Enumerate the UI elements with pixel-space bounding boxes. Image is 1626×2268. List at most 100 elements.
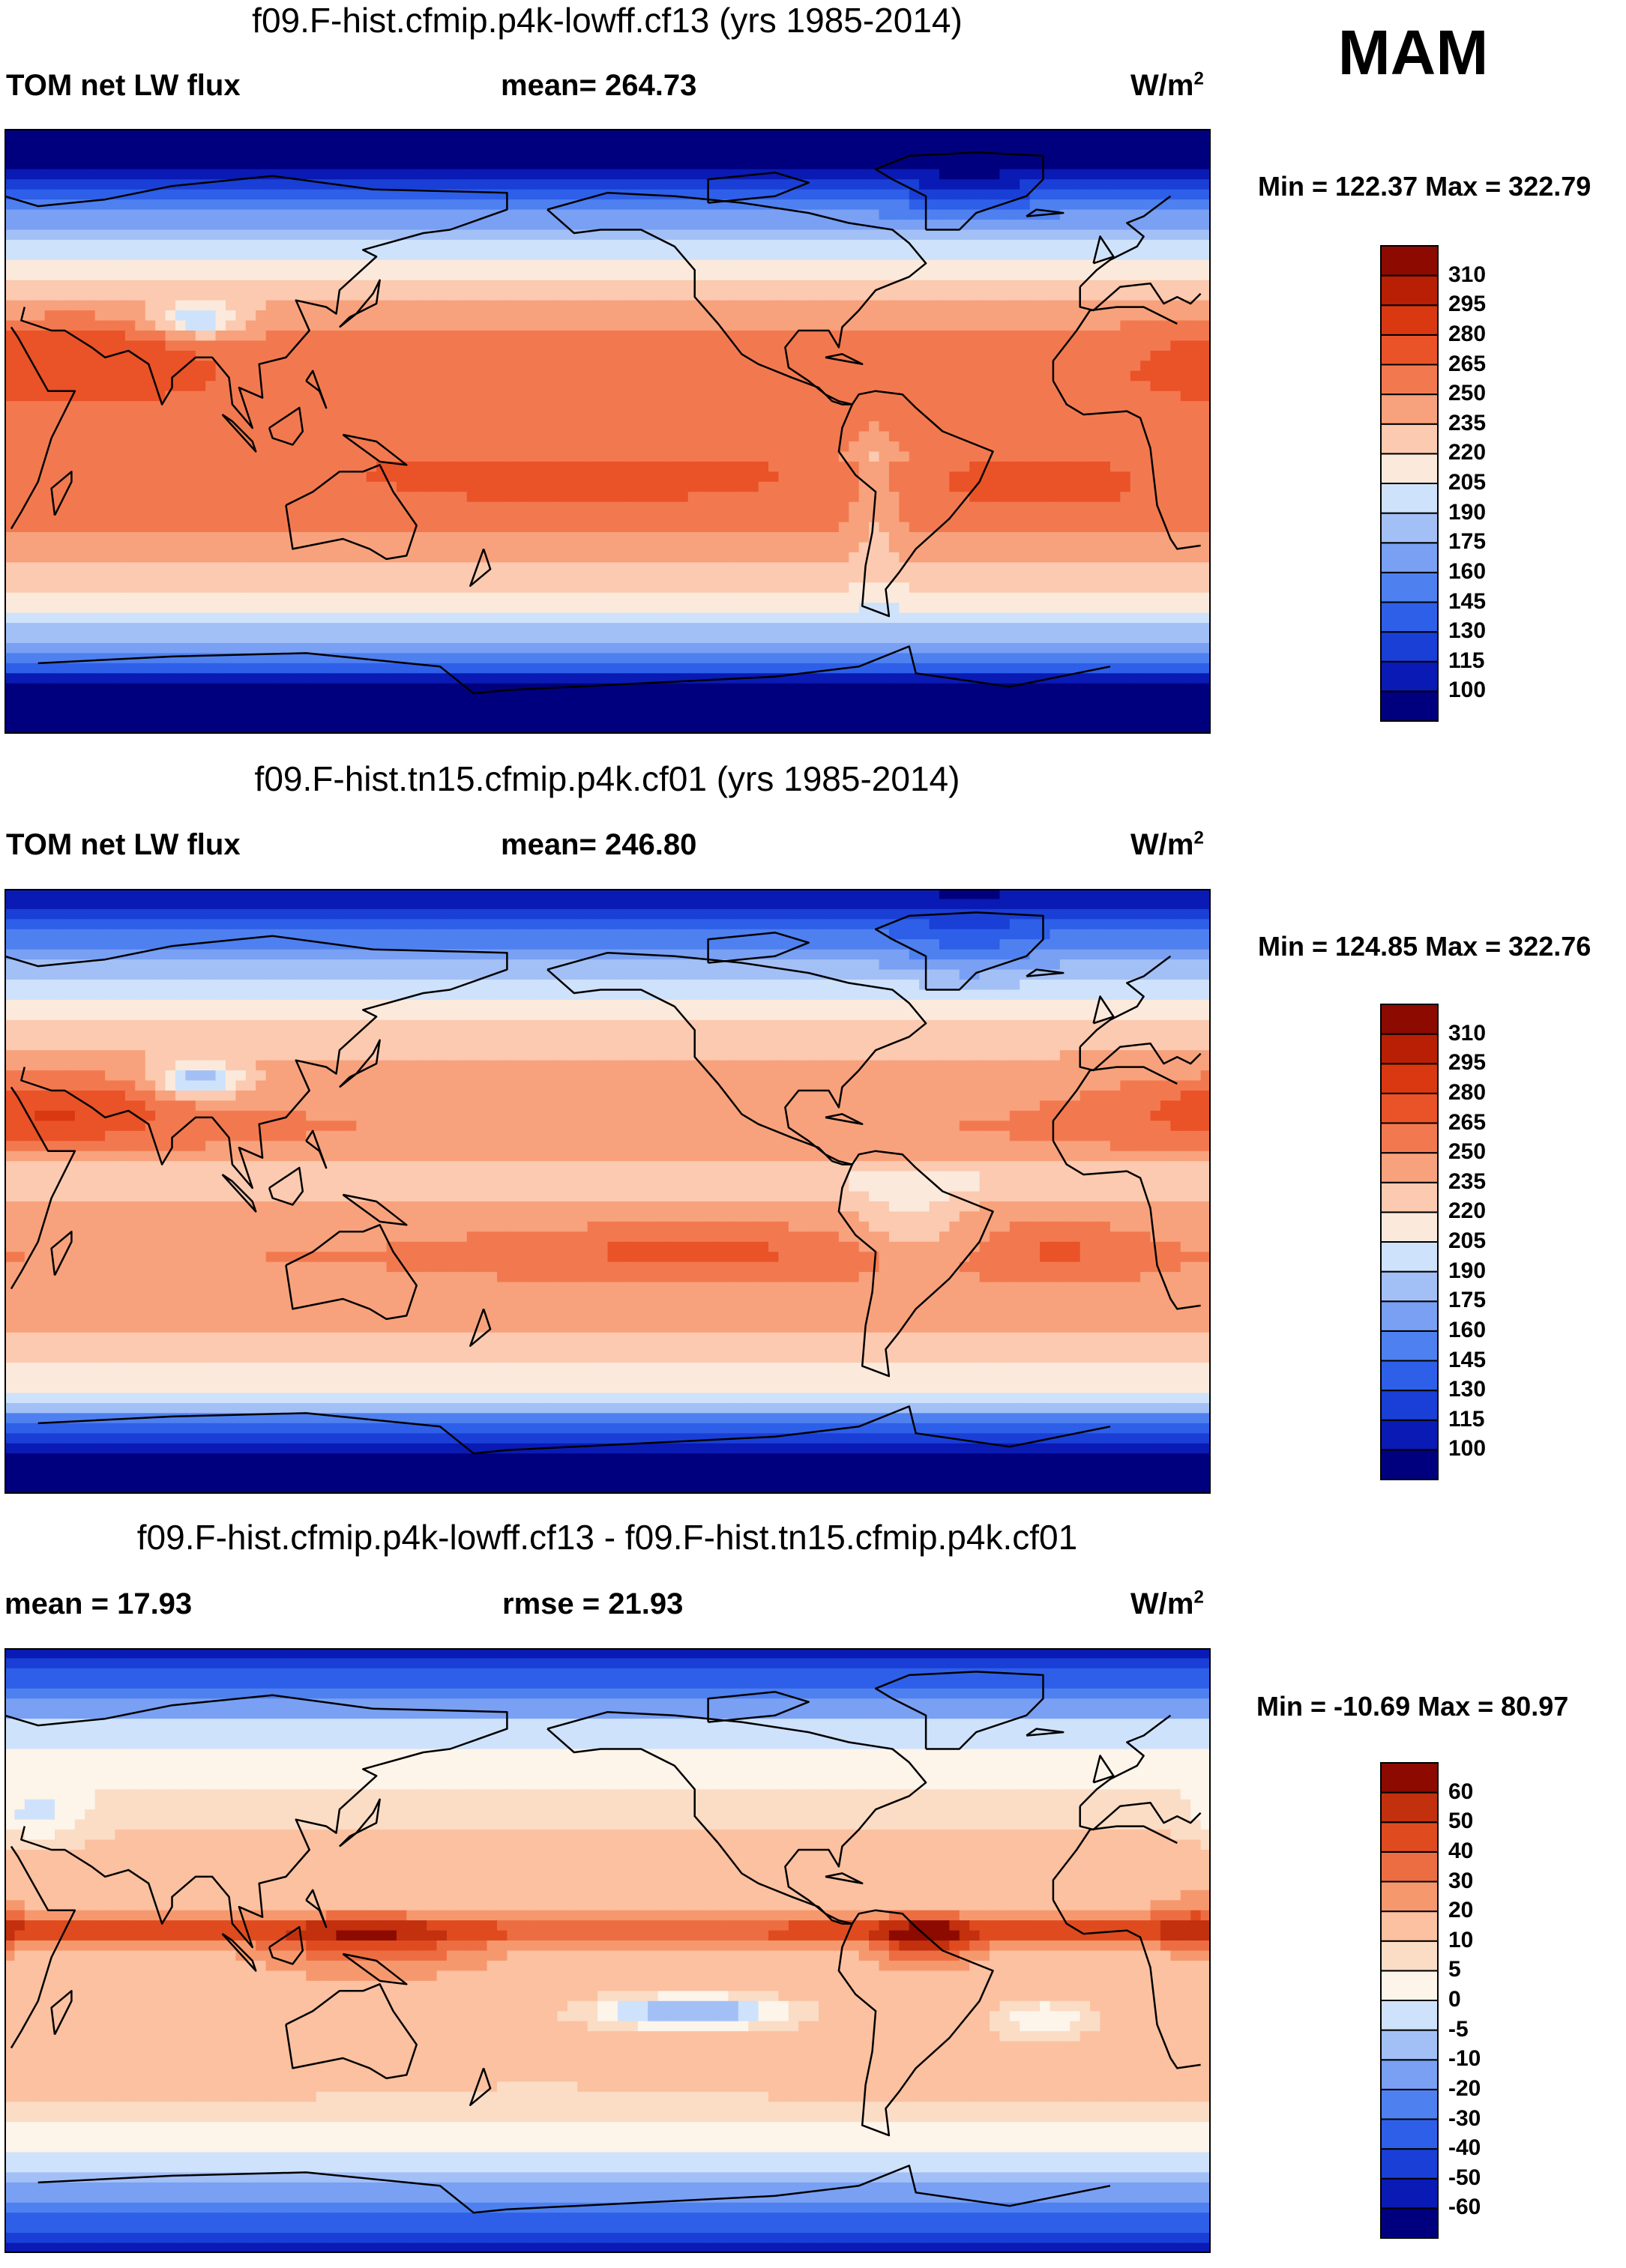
colorbar-1-tick: 250 bbox=[1448, 381, 1486, 406]
colorbar-3-tick: -30 bbox=[1448, 2106, 1481, 2132]
colorbar-3-box-13 bbox=[1380, 1821, 1439, 1853]
colorbar-1-tick: 205 bbox=[1448, 470, 1486, 495]
colorbar-3-tick: 40 bbox=[1448, 1839, 1473, 1864]
panel-1-units: W/m2 bbox=[1130, 69, 1204, 103]
colorbar-3-tick: 5 bbox=[1448, 1957, 1461, 1982]
panel-2-units: W/m2 bbox=[1130, 828, 1204, 862]
colorbar-2-box-0 bbox=[1380, 1449, 1439, 1480]
colorbar-1-tick: 235 bbox=[1448, 411, 1486, 436]
colorbar-2-tick: 100 bbox=[1448, 1436, 1486, 1462]
panel-2-map bbox=[4, 889, 1211, 1494]
colorbar-1-box-6 bbox=[1380, 512, 1439, 544]
colorbar-3-box-7 bbox=[1380, 2000, 1439, 2031]
colorbar-1-box-5 bbox=[1380, 542, 1439, 573]
colorbar-3-tick: 20 bbox=[1448, 1898, 1473, 1923]
colorbar-1-tick: 310 bbox=[1448, 262, 1486, 288]
map-1-field bbox=[4, 129, 1211, 734]
colorbar-3-tick: -60 bbox=[1448, 2195, 1481, 2220]
colorbar-1-tick: 295 bbox=[1448, 292, 1486, 317]
colorbar-2-box-11 bbox=[1380, 1122, 1439, 1154]
map-1-coastlines bbox=[4, 151, 1202, 695]
panel-3-title: f09.F-hist.cfmip.p4k-lowff.cf13 - f09.F-… bbox=[0, 1517, 1214, 1557]
colorbar-1-tick: 220 bbox=[1448, 440, 1486, 465]
colorbar-3-tick: -50 bbox=[1448, 2165, 1481, 2191]
colorbar-2-tick: 280 bbox=[1448, 1080, 1486, 1106]
colorbar-2-box-2 bbox=[1380, 1390, 1439, 1421]
colorbar-1-box-0 bbox=[1380, 690, 1439, 722]
colorbar-3-tick: 10 bbox=[1448, 1928, 1473, 1953]
map-1-frame bbox=[4, 129, 1211, 734]
colorbar-1-box-12 bbox=[1380, 334, 1439, 366]
colorbar-1-box-15 bbox=[1380, 245, 1439, 277]
colorbar-3-box-12 bbox=[1380, 1851, 1439, 1883]
colorbar-1-tick: 175 bbox=[1448, 529, 1486, 555]
colorbar-3-tick: -5 bbox=[1448, 2017, 1469, 2042]
colorbar-2-tick: 250 bbox=[1448, 1139, 1486, 1165]
colorbar-3-box-0 bbox=[1380, 2207, 1439, 2239]
colorbar-2-box-3 bbox=[1380, 1360, 1439, 1392]
colorbar-2-tick: 115 bbox=[1448, 1407, 1484, 1432]
panel-2-minmax: Min = 124.85 Max = 322.76 bbox=[1258, 931, 1591, 962]
colorbar-3-box-9 bbox=[1380, 1940, 1439, 1972]
colorbar-2-tick: 190 bbox=[1448, 1258, 1486, 1284]
colorbar-3-tick: 60 bbox=[1448, 1779, 1473, 1805]
colorbar-2-box-7 bbox=[1380, 1241, 1439, 1273]
colorbar-2-box-6 bbox=[1380, 1270, 1439, 1303]
colorbar-2-tick: 130 bbox=[1448, 1377, 1486, 1402]
colorbar-1-tick: 190 bbox=[1448, 500, 1486, 525]
colorbar-2-tick: 295 bbox=[1448, 1050, 1486, 1076]
panel-3-units: W/m2 bbox=[1130, 1587, 1204, 1621]
colorbar-2-box-4 bbox=[1380, 1330, 1439, 1362]
colorbar-2-box-5 bbox=[1380, 1300, 1439, 1332]
colorbar-3-tick: 0 bbox=[1448, 1987, 1461, 2012]
colorbar-3-tick: -20 bbox=[1448, 2076, 1481, 2102]
panel-1-variable-label: TOM net LW flux bbox=[6, 69, 241, 103]
colorbar-2-tick: 205 bbox=[1448, 1228, 1486, 1254]
map-2-field bbox=[4, 889, 1211, 1494]
map-3-frame bbox=[4, 1648, 1211, 2253]
colorbar-2-box-13 bbox=[1380, 1063, 1439, 1094]
colorbar-1-box-2 bbox=[1380, 631, 1439, 663]
colorbar-3-tick: 30 bbox=[1448, 1869, 1473, 1894]
panel-2-title: f09.F-hist.tn15.cfmip.p4k.cf01 (yrs 1985… bbox=[0, 758, 1214, 799]
colorbar-1-tick: 100 bbox=[1448, 678, 1486, 703]
map-2-frame bbox=[4, 889, 1211, 1494]
panel-3-map bbox=[4, 1648, 1211, 2253]
colorbar-2-tick: 265 bbox=[1448, 1110, 1486, 1135]
colorbar-2-box-15 bbox=[1380, 1004, 1439, 1035]
colorbar-1-tick: 265 bbox=[1448, 352, 1486, 377]
panel-2-mean-label: mean= 246.80 bbox=[501, 828, 696, 862]
colorbar-2-tick: 310 bbox=[1448, 1021, 1486, 1046]
panel-1-map bbox=[4, 129, 1211, 734]
colorbar-2-tick: 175 bbox=[1448, 1288, 1486, 1313]
map-3-field bbox=[4, 1648, 1211, 2253]
panel-1-mean-label: mean= 264.73 bbox=[501, 69, 696, 103]
panel-2-colorbar: 310 295 280 265 250 235 220 205 190 175 160 145 130 1… bbox=[1380, 1004, 1486, 1480]
panel-3-mean-label: mean = 17.93 bbox=[4, 1587, 192, 1621]
colorbar-3-box-10 bbox=[1380, 1910, 1439, 1942]
colorbar-2-tick: 220 bbox=[1448, 1198, 1486, 1224]
colorbar-2-tick: 235 bbox=[1448, 1169, 1486, 1195]
colorbar-1-box-1 bbox=[1380, 660, 1439, 693]
colorbar-2-box-8 bbox=[1380, 1211, 1439, 1243]
colorbar-1-box-13 bbox=[1380, 304, 1439, 336]
colorbar-2-box-9 bbox=[1380, 1181, 1439, 1213]
panel-3-colorbar: 60 50 40 30 20 10 5 0 -5 -10 -20 -30 -40 -50 -60 bbox=[1380, 1762, 1481, 2239]
colorbar-3-box-15 bbox=[1380, 1762, 1439, 1794]
colorbar-1-tick: 280 bbox=[1448, 322, 1486, 347]
season-label: MAM bbox=[1274, 16, 1552, 89]
colorbar-1-box-4 bbox=[1380, 571, 1439, 603]
colorbar-3-box-4 bbox=[1380, 2088, 1439, 2120]
colorbar-2-tick: 160 bbox=[1448, 1318, 1486, 1343]
colorbar-3-box-1 bbox=[1380, 2177, 1439, 2210]
colorbar-3-tick: -40 bbox=[1448, 2135, 1481, 2161]
colorbar-3-tick: -10 bbox=[1448, 2046, 1481, 2072]
colorbar-3-box-11 bbox=[1380, 1881, 1439, 1913]
map-3-coastlines bbox=[4, 1671, 1202, 2214]
colorbar-3-tick: 50 bbox=[1448, 1809, 1473, 1834]
colorbar-1-tick: 130 bbox=[1448, 618, 1486, 644]
colorbar-1-tick: 115 bbox=[1448, 648, 1484, 674]
colorbar-1-box-14 bbox=[1380, 274, 1439, 307]
colorbar-2-tick: 145 bbox=[1448, 1348, 1486, 1373]
colorbar-1-box-3 bbox=[1380, 601, 1439, 633]
